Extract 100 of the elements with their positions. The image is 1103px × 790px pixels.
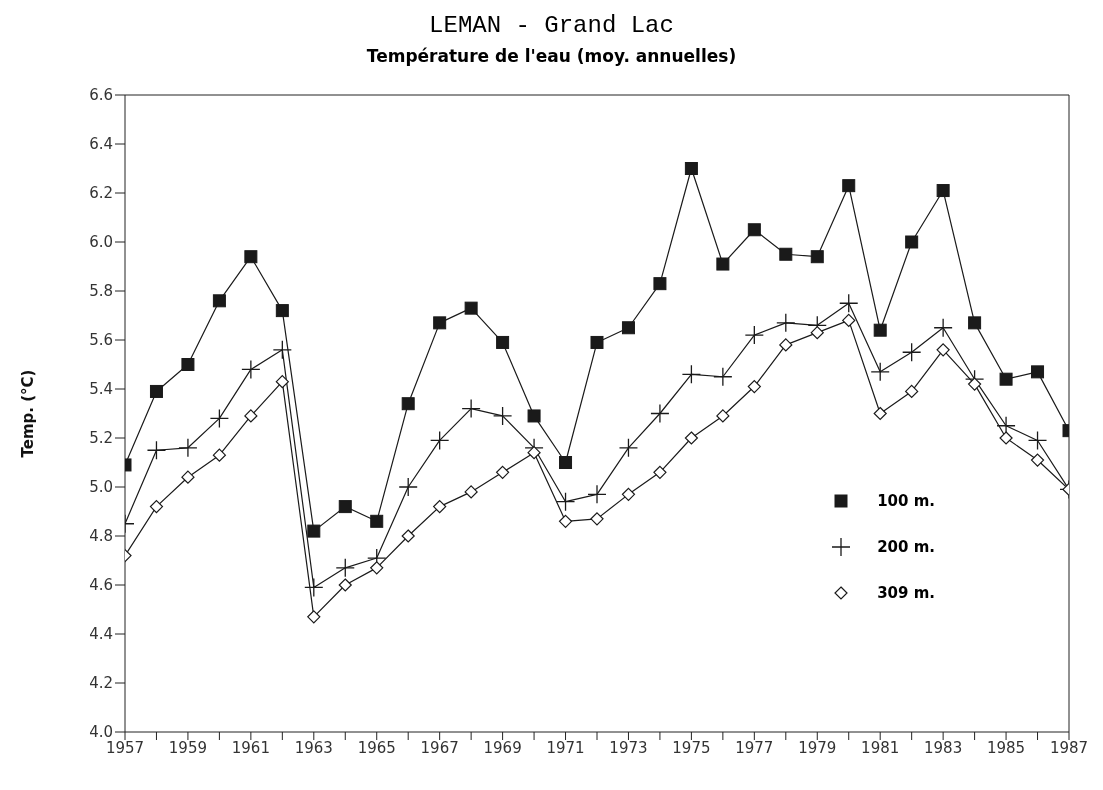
point (181, 358, 195, 371)
point (307, 610, 321, 624)
y-tick-label: 6.4 (89, 135, 113, 154)
point (587, 484, 607, 504)
point (433, 500, 447, 514)
x-tick-label: 1977 (735, 738, 774, 757)
point (905, 235, 919, 249)
point (873, 406, 887, 421)
point (936, 184, 950, 198)
x-tick-label: 1959 (168, 738, 208, 757)
y-tick-label: 4.6 (89, 576, 113, 595)
y-tick-label: 6.2 (89, 184, 113, 203)
point (747, 223, 761, 237)
point (842, 179, 856, 193)
point (902, 342, 922, 362)
point (776, 313, 796, 333)
y-tick-label: 5.2 (89, 429, 113, 448)
point (146, 440, 167, 460)
y-tick-label: 5.8 (89, 282, 113, 301)
point (650, 403, 670, 424)
y-tick-label: 4.8 (89, 527, 113, 546)
point (684, 431, 698, 445)
point (968, 377, 982, 391)
x-tick-label: 1967 (420, 738, 459, 757)
point (559, 456, 573, 469)
point (492, 406, 513, 426)
point (370, 561, 384, 575)
x-tick-label: 1973 (609, 738, 648, 757)
y-tick-label: 4.2 (89, 674, 113, 693)
point (244, 250, 258, 264)
point (653, 465, 667, 479)
point (747, 379, 761, 394)
y-tick-label: 6.0 (89, 233, 113, 252)
point (496, 465, 510, 479)
point (716, 257, 730, 271)
y-tick-label: 5.4 (89, 380, 113, 399)
point (527, 409, 541, 423)
point (621, 321, 635, 335)
x-tick-label: 1961 (231, 738, 270, 757)
x-tick-label: 1983 (924, 738, 963, 757)
point (272, 340, 292, 360)
x-tick-label: 1969 (483, 738, 522, 757)
point (335, 558, 355, 578)
point (716, 409, 730, 423)
point (304, 577, 324, 598)
y-tick-label: 5.0 (89, 478, 113, 497)
point (307, 524, 321, 538)
x-tick-label: 1971 (546, 738, 585, 757)
point (209, 408, 230, 429)
x-tick-label: 1963 (294, 738, 333, 757)
x-tick-label: 1981 (861, 738, 900, 757)
point (275, 304, 289, 318)
point (590, 335, 604, 349)
chart-subtitle: Température de l'eau (moy. annuelles) (365, 46, 738, 68)
legend-label: 100 m. (877, 492, 935, 510)
point (149, 500, 164, 514)
point (1027, 430, 1048, 451)
point (181, 470, 195, 484)
point (275, 375, 289, 389)
point (1030, 453, 1045, 467)
x-tick-label: 1987 (1049, 738, 1089, 757)
legend-label: 200 m. (877, 538, 935, 556)
point (244, 409, 258, 423)
point (555, 492, 576, 512)
legend-label: 309 m. (877, 584, 935, 602)
point (839, 293, 859, 313)
point (178, 438, 198, 458)
point (149, 384, 163, 398)
point (779, 338, 793, 352)
point (870, 362, 890, 382)
y-tick-label: 6.6 (89, 86, 113, 105)
point (653, 277, 667, 291)
point (842, 313, 856, 327)
point (621, 487, 636, 501)
point (590, 512, 604, 526)
point (398, 477, 418, 497)
point (338, 500, 352, 514)
point (433, 316, 447, 330)
y-tick-label: 5.6 (89, 331, 113, 350)
point (905, 384, 919, 399)
point (212, 448, 226, 462)
x-tick-label: 1979 (798, 738, 837, 757)
y-tick-label: 4.4 (89, 625, 113, 644)
point (370, 514, 384, 528)
point (430, 430, 450, 451)
point (527, 446, 541, 460)
point (464, 485, 478, 499)
point (713, 367, 733, 387)
point (933, 318, 953, 338)
point (936, 343, 950, 357)
point (810, 326, 824, 340)
point (1031, 365, 1045, 379)
point (338, 578, 352, 592)
point (558, 514, 573, 528)
point (744, 325, 764, 345)
point (212, 294, 226, 308)
point (241, 359, 261, 380)
point (684, 162, 698, 175)
point (401, 397, 415, 411)
point (464, 301, 478, 315)
